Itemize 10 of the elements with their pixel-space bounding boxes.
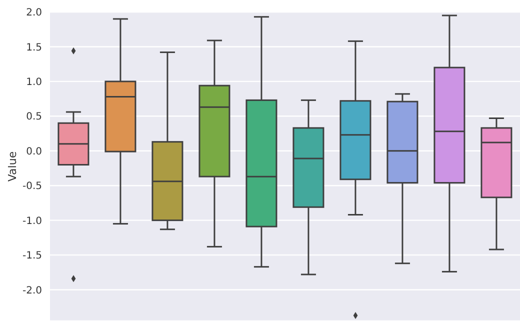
- y-tick-label: 2.0: [26, 8, 42, 19]
- y-tick-label: -1.0: [22, 216, 42, 227]
- y-tick-label: 0.5: [26, 112, 42, 123]
- y-tick-label: -2.0: [22, 285, 42, 296]
- y-tick-label: 1.5: [26, 42, 42, 54]
- y-tick-label: 0.0: [26, 146, 42, 158]
- y-tick-label: 1.0: [26, 76, 42, 88]
- y-tick-label: -1.5: [22, 250, 42, 262]
- y-axis-title: Value: [6, 151, 19, 182]
- y-tick-label: -0.5: [22, 181, 42, 192]
